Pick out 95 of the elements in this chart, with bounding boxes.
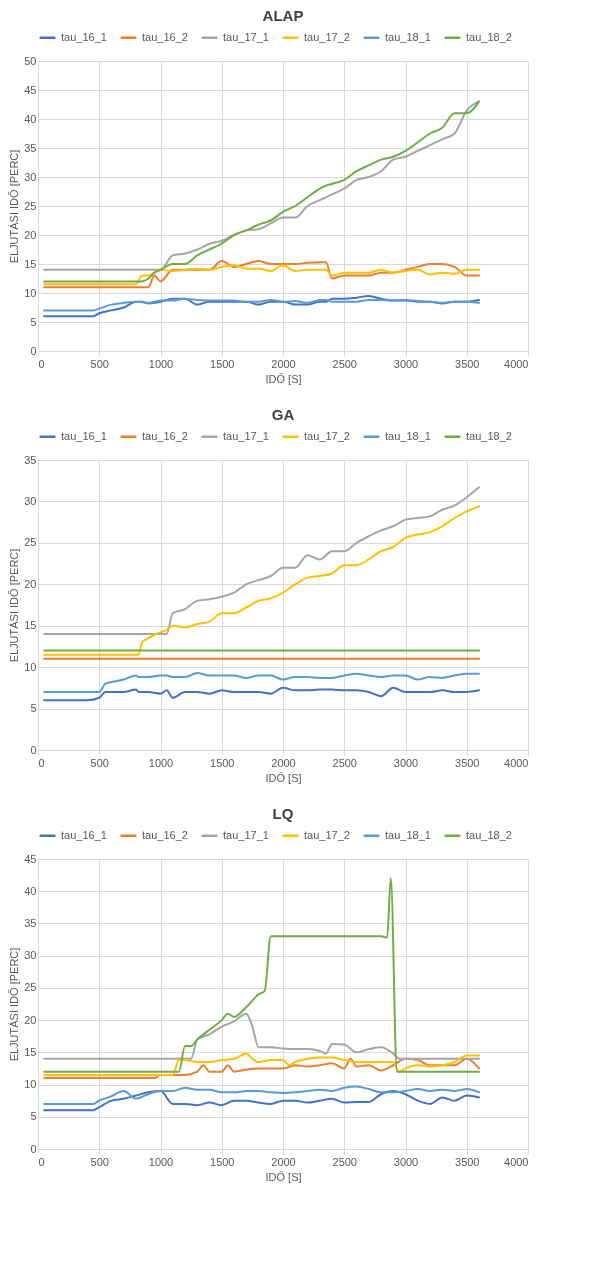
legend-label: tau_16_2 (142, 828, 188, 841)
x-tick-label: 500 (90, 1155, 109, 1168)
y-tick-label: 40 (24, 884, 37, 897)
legend-label: tau_18_1 (385, 828, 431, 841)
line-series (43, 1052, 480, 1076)
x-tick-label: 2000 (271, 756, 296, 769)
x-tick-label: 4000 (504, 357, 529, 370)
y-tick-label: 35 (24, 453, 37, 466)
legend-label: tau_18_2 (466, 828, 512, 841)
legend-label: tau_16_2 (142, 30, 188, 43)
line-series (43, 1085, 480, 1105)
legend-label: tau_16_2 (142, 429, 188, 442)
x-tick-label: 3000 (393, 756, 419, 769)
legend-label: tau_16_1 (61, 30, 107, 43)
y-tick-label: 25 (24, 199, 37, 212)
chart-title: LQ (272, 805, 294, 822)
x-tick-label: 4000 (504, 756, 529, 769)
y-axis-title: ELJUTÁSI IDŐ [PERC] (7, 947, 21, 1062)
x-tick-label: 1500 (210, 1155, 235, 1168)
y-tick-label: 20 (24, 228, 37, 241)
y-tick-label: 0 (30, 344, 37, 357)
x-tick-label: 3500 (455, 756, 480, 769)
legend-label: tau_17_2 (304, 828, 350, 841)
x-tick-label: 0 (38, 1155, 45, 1168)
line-series (43, 1012, 480, 1060)
y-tick-label: 5 (30, 1110, 37, 1123)
line-series (43, 297, 480, 312)
legend-label: tau_17_1 (223, 429, 269, 442)
y-tick-label: 10 (24, 660, 37, 673)
legend-label: tau_17_2 (304, 30, 350, 43)
x-axis-title: IDŐ [S] (265, 770, 302, 784)
x-axis-title: IDŐ [S] (265, 1169, 302, 1183)
y-tick-label: 0 (30, 743, 37, 756)
y-tick-label: 35 (24, 916, 37, 929)
y-tick-label: 0 (30, 1142, 37, 1155)
x-tick-label: 1000 (148, 756, 174, 769)
y-tick-label: 30 (24, 170, 37, 183)
x-tick-label: 4000 (504, 1155, 529, 1168)
y-tick-label: 40 (24, 112, 37, 125)
line-series (43, 505, 480, 656)
y-tick-label: 10 (24, 1078, 37, 1091)
x-tick-label: 0 (38, 357, 45, 370)
y-tick-label: 20 (24, 577, 37, 590)
x-tick-label: 2500 (332, 357, 357, 370)
line-series (43, 671, 480, 693)
y-tick-label: 35 (24, 141, 37, 154)
y-tick-label: 15 (24, 619, 37, 632)
line-series (43, 877, 480, 1073)
x-tick-label: 500 (90, 756, 109, 769)
legend-label: tau_18_2 (466, 429, 512, 442)
y-tick-label: 50 (24, 54, 37, 67)
legend-label: tau_17_2 (304, 429, 350, 442)
x-tick-label: 3000 (393, 1155, 419, 1168)
line-series (43, 1057, 480, 1080)
legend-label: tau_18_1 (385, 30, 431, 43)
y-tick-label: 20 (24, 1013, 37, 1026)
y-tick-label: 45 (24, 83, 37, 96)
x-tick-label: 1500 (210, 357, 235, 370)
line-series (43, 686, 480, 702)
line-series (43, 486, 480, 635)
y-tick-label: 5 (30, 702, 37, 715)
y-axis-title: ELJUTÁSI IDŐ [PERC] (7, 548, 21, 663)
y-tick-label: 15 (24, 257, 37, 270)
x-tick-label: 1000 (148, 1155, 174, 1168)
legend-label: tau_16_1 (61, 429, 107, 442)
y-tick-label: 30 (24, 949, 37, 962)
line-series (43, 1090, 480, 1112)
x-tick-label: 3000 (393, 357, 419, 370)
legend-label: tau_18_1 (385, 429, 431, 442)
y-tick-label: 15 (24, 1045, 37, 1058)
x-tick-label: 0 (38, 756, 45, 769)
line-series (43, 294, 480, 318)
y-tick-label: 5 (30, 315, 37, 328)
x-tick-label: 1000 (148, 357, 174, 370)
legend-label: tau_17_1 (223, 30, 269, 43)
x-axis-title: IDŐ [S] (265, 371, 302, 385)
y-tick-label: 30 (24, 494, 37, 507)
x-tick-label: 1500 (210, 756, 235, 769)
chart-title: GA (271, 406, 295, 423)
legend-label: tau_16_1 (61, 828, 107, 841)
y-tick-label: 25 (24, 981, 37, 994)
y-tick-label: 25 (24, 536, 37, 549)
x-tick-label: 500 (90, 357, 109, 370)
y-axis-title: ELJUTÁSI IDŐ [PERC] (7, 149, 21, 264)
x-tick-label: 2000 (271, 357, 296, 370)
x-tick-label: 3500 (455, 357, 480, 370)
y-tick-label: 45 (24, 852, 37, 865)
x-tick-label: 2500 (332, 756, 357, 769)
x-tick-label: 2000 (271, 1155, 296, 1168)
legend-label: tau_17_1 (223, 828, 269, 841)
legend-label: tau_18_2 (466, 30, 512, 43)
chart-title: ALAP (262, 7, 304, 24)
y-tick-label: 10 (24, 286, 37, 299)
x-tick-label: 2500 (332, 1155, 357, 1168)
x-tick-label: 3500 (455, 1155, 480, 1168)
